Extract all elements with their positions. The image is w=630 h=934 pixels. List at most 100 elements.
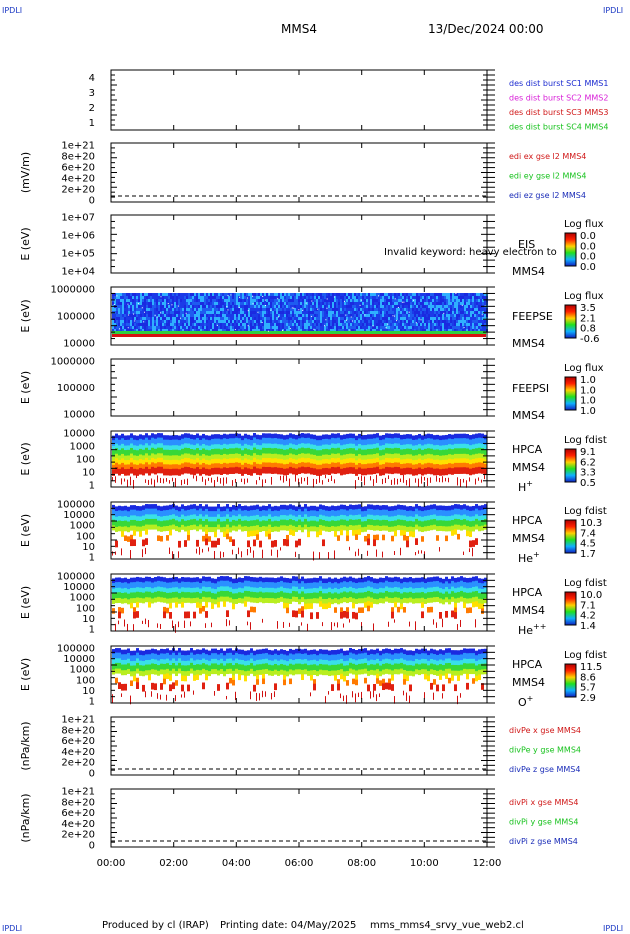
spectrogram-cell <box>366 329 368 332</box>
spectrogram-cell <box>476 314 478 317</box>
spectrogram-cell <box>127 599 130 605</box>
spectrogram-cell <box>438 302 440 305</box>
spectrogram-cell <box>373 433 376 442</box>
spectrogram-cell <box>396 317 398 320</box>
spectrogram-cell <box>454 299 456 302</box>
spectrogram-cell <box>232 448 235 455</box>
spectrogram-cell <box>372 305 374 308</box>
spectrogram-cell <box>253 462 256 468</box>
spectrogram-cell <box>482 299 484 302</box>
spectrogram-cell <box>470 293 472 296</box>
spectrogram-cell <box>292 463 295 469</box>
spectrogram-gap <box>267 330 269 332</box>
spectrogram-cell <box>166 468 169 476</box>
spectrogram-cell <box>316 521 319 529</box>
spectrogram-cell <box>472 448 475 456</box>
spectrogram-cell <box>348 302 350 305</box>
spectrogram-cell <box>252 326 254 329</box>
spectrogram-cell <box>397 458 400 464</box>
spectrogram-cell <box>470 317 472 320</box>
spectrogram-cell <box>174 311 176 314</box>
spectrogram-cell <box>223 516 226 523</box>
spectrogram-cell <box>202 443 205 450</box>
spectrogram-cell <box>304 320 306 323</box>
spectrogram-cell <box>250 450 253 457</box>
spectrogram-cell <box>388 317 390 320</box>
spectrogram-cell <box>458 323 460 326</box>
spectrogram-cell <box>198 293 200 296</box>
spectrogram-cell <box>190 509 193 516</box>
spectrogram-cell <box>481 462 484 469</box>
spectrogram-cell <box>240 302 242 305</box>
spectrogram-cell <box>448 293 450 296</box>
spectrogram-cell <box>166 435 169 443</box>
spectrogram-cell <box>148 591 151 599</box>
spectrogram-cell <box>286 317 288 320</box>
spectrogram-cell <box>433 445 436 451</box>
spectrogram-cell <box>241 440 244 447</box>
spectrogram-cell <box>454 329 456 332</box>
spectrogram-cell <box>254 296 256 299</box>
spectrogram-cell <box>162 320 164 323</box>
spectrogram-cell <box>176 317 178 320</box>
y-axis-label: E (eV) <box>19 371 32 404</box>
spectrogram-cell <box>310 305 312 308</box>
spectrogram-cell <box>229 506 232 515</box>
spectrogram-gap <box>360 299 362 301</box>
spectrogram-cell <box>307 511 310 518</box>
spectrogram-cell <box>211 434 214 443</box>
spectrogram-cell <box>184 305 186 308</box>
spectrogram-cell <box>122 296 124 299</box>
spectrogram-cell <box>370 434 373 443</box>
spectrogram-cell <box>414 305 416 308</box>
spectrogram-cell <box>190 525 193 531</box>
spectrogram-cell <box>430 525 433 531</box>
spectrogram-cell <box>450 299 452 302</box>
spectrogram-cell <box>198 296 200 299</box>
spectrogram-cell <box>469 526 472 532</box>
spectrogram-cell <box>392 308 394 311</box>
spectrogram-cell <box>452 299 454 302</box>
spectrogram-cell <box>187 433 190 442</box>
spectrogram-cell <box>244 302 246 305</box>
spectrogram-cell <box>282 320 284 323</box>
spectrogram-cell <box>208 317 210 320</box>
spectrogram-cell <box>170 314 172 317</box>
spectrogram-cell <box>416 320 418 323</box>
spectrogram-cell <box>196 293 198 296</box>
spectrogram-cell <box>403 520 406 527</box>
spectrogram-cell <box>244 526 247 532</box>
spectrogram-cell <box>430 463 433 469</box>
spectrogram-cell <box>250 515 253 522</box>
spectrogram-cell <box>438 293 440 296</box>
spectrogram-cell <box>355 519 358 527</box>
spectrogram-cell <box>121 607 124 614</box>
spectrogram-cell <box>235 510 238 518</box>
spectrogram-cell <box>470 299 472 302</box>
spectrogram-cell <box>286 509 289 517</box>
spectrogram-cell <box>306 293 308 296</box>
spectrogram-cell <box>184 453 187 459</box>
spectrogram-cell <box>316 516 319 523</box>
spectrogram-cell <box>352 509 355 517</box>
spectrogram-cell <box>352 458 355 464</box>
spectrogram-cell <box>256 509 259 516</box>
spectrogram-cell <box>244 458 247 464</box>
spectrogram-cell <box>454 308 456 311</box>
spectrogram-cell <box>301 511 304 518</box>
spectrogram-cell <box>374 302 376 305</box>
spectrogram-cell <box>232 317 234 320</box>
spectrogram-cell <box>404 296 406 299</box>
spectrogram-cell <box>170 329 172 332</box>
spectrogram-cell <box>252 329 254 332</box>
spectrogram-cell <box>226 533 229 540</box>
spectrogram-cell <box>204 326 206 329</box>
spectrogram-cell <box>132 314 134 317</box>
spectrogram-cell <box>228 329 230 332</box>
spectrogram-cell <box>168 305 170 308</box>
spectrogram-cell <box>430 302 432 305</box>
spectrogram-cell <box>424 293 426 296</box>
spectrogram-cell <box>366 293 368 296</box>
